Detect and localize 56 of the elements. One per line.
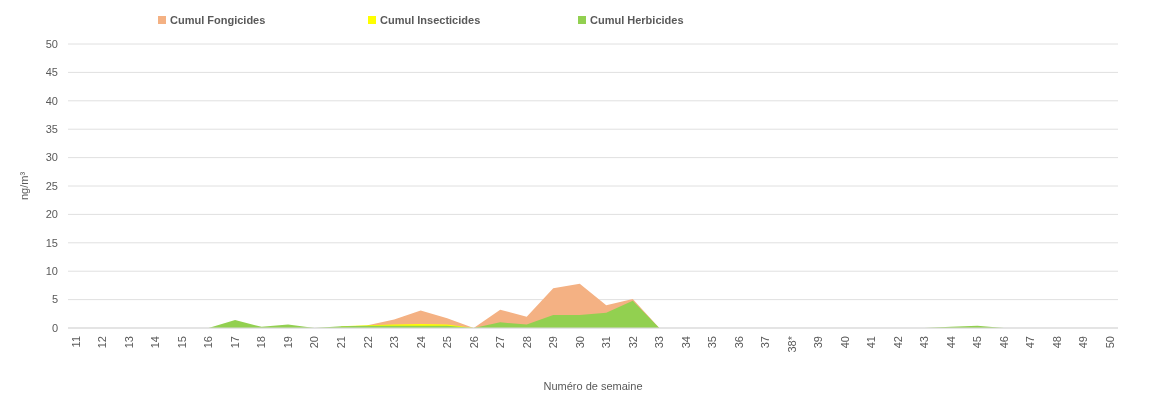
x-tick-label: 44 [944,336,957,349]
y-tick-label: 10 [45,265,58,278]
x-tick-label: 19 [281,336,294,349]
x-tick-label: 40 [838,336,851,349]
x-tick-label: 34 [679,336,692,349]
x-tick-label: 38* [785,335,798,353]
x-tick-label: 16 [202,336,215,349]
x-tick-label: 31 [600,336,613,349]
x-tick-label: 33 [653,336,666,349]
x-tick-label: 47 [1024,336,1037,349]
x-tick-label: 42 [891,336,904,349]
x-tick-label: 20 [308,336,321,349]
x-tick-label: 25 [441,336,454,349]
x-tick-label: 24 [414,336,427,349]
x-tick-label: 15 [175,336,188,349]
x-tick-label: 14 [149,336,162,349]
x-tick-label: 27 [494,336,507,349]
x-tick-label: 12 [96,336,109,349]
x-tick-label: 11 [69,336,82,348]
y-tick-label: 0 [51,321,58,334]
x-tick-label: 49 [1077,336,1090,349]
x-axis-title: Numéro de semaine [543,380,643,392]
legend-label: Cumul Herbicides [590,14,684,27]
x-tick-label: 26 [467,336,480,349]
legend-label: Cumul Insecticides [380,14,481,27]
x-tick-label: 21 [334,336,347,349]
x-tick-label: 39 [812,336,825,349]
x-tick-label: 28 [520,336,533,349]
y-tick-label: 35 [45,123,58,136]
x-tick-label: 18 [255,336,268,349]
x-tick-label: 36 [732,336,745,349]
x-tick-label: 41 [865,336,878,349]
x-tick-label: 43 [918,336,931,349]
y-tick-label: 30 [45,151,58,164]
x-tick-label: 48 [1050,336,1063,349]
x-tick-label: 23 [388,336,400,349]
y-tick-label: 20 [45,208,58,221]
x-tick-label: 17 [228,336,241,349]
y-tick-label: 45 [45,66,58,79]
legend-label: Cumul Fongicides [170,14,266,27]
y-tick-label: 15 [45,236,58,249]
x-tick-label: 50 [1103,336,1116,349]
x-tick-label: 29 [547,336,560,349]
x-tick-label: 13 [122,336,135,349]
x-tick-label: 32 [626,336,639,349]
y-axis-title: ng/m³ [18,171,30,201]
x-tick-label: 22 [361,336,374,349]
x-tick-label: 46 [997,336,1010,349]
y-tick-label: 5 [51,293,58,306]
x-tick-label: 30 [573,336,586,349]
x-tick-label: 35 [706,336,719,349]
y-tick-label: 40 [45,94,58,107]
x-tick-label: 45 [971,336,984,349]
x-tick-label: 37 [759,336,772,349]
y-tick-label: 50 [45,37,58,50]
y-tick-label: 25 [45,179,58,192]
